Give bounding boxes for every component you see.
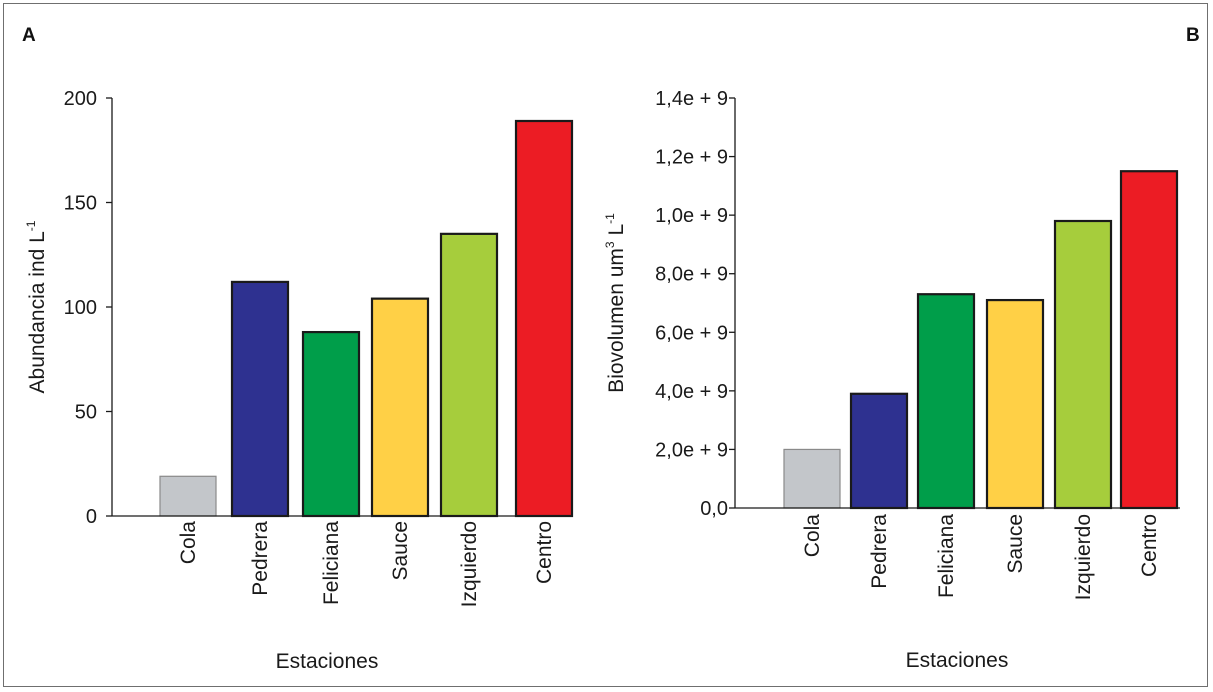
bar-izquierdo [439,232,499,518]
y-tick-label: 8,0e + 9 [655,264,728,286]
bar-sauce [370,297,430,518]
y-tick-label: 150 [64,193,97,215]
y-tick-label: 100 [64,297,97,319]
y-tick-label: 0 [86,506,97,528]
y-tick-label: 6,0e + 9 [655,322,728,344]
bar-feliciana [301,330,361,518]
x-tick-label: Sauce [389,521,412,581]
y-tick-label: 2,0e + 9 [655,439,728,461]
x-tick-label: Centro [533,521,556,584]
x-tick-label: Pedrera [868,514,891,589]
x-tick-label: Cola [801,514,824,558]
figure-frame [3,3,1208,687]
x-tick-label: Izquierdo [458,521,481,607]
x-tick-label: Izquierdo [1072,514,1095,600]
x-tick-label: Sauce [1004,514,1027,574]
chart-a: 0 50 100 150 200 Cola Pedrera Feliciana Sauce Izq… [24,88,574,673]
bar-feliciana [916,293,976,510]
bar-pedrera [849,392,909,510]
y-tick-label: 4,0e + 9 [655,381,728,403]
y-tick-label: 50 [75,402,97,424]
panel-letter-a: A [22,25,36,46]
y-tick-label: 0,0 [700,498,728,520]
bar-cola [159,475,217,517]
y-tick-label: 200 [64,88,97,110]
x-tick-label: Cola [177,521,200,565]
x-tick-label: Feliciana [320,521,343,605]
chart-b: 0,0 2,0e + 9 4,0e + 9 6,0e + 9 8,0e + 9 1,0e … [603,88,1180,672]
x-tick-label: Feliciana [935,514,958,598]
y-tick-label: 1,4e + 9 [655,88,728,110]
bar-cola [783,448,841,509]
bar-sauce [985,298,1045,510]
bar-centro [514,119,574,518]
y-tick-label: 1,0e + 9 [655,205,728,227]
x-tick-label: Centro [1138,514,1161,577]
bar-pedrera [230,280,290,518]
x-axis-label: Estaciones [906,649,1009,672]
panel-letter-b: B [1186,25,1200,46]
x-axis-label: Estaciones [276,650,379,673]
x-tick-label: Pedrera [249,521,272,596]
bar-izquierdo [1053,219,1113,510]
bar-centro [1119,170,1179,510]
y-axis-label: Abundancia ind L-1 [24,220,49,393]
y-axis-label: Biovolumen um3 L-1 [603,213,628,393]
y-tick-label: 1,2e + 9 [655,147,728,169]
